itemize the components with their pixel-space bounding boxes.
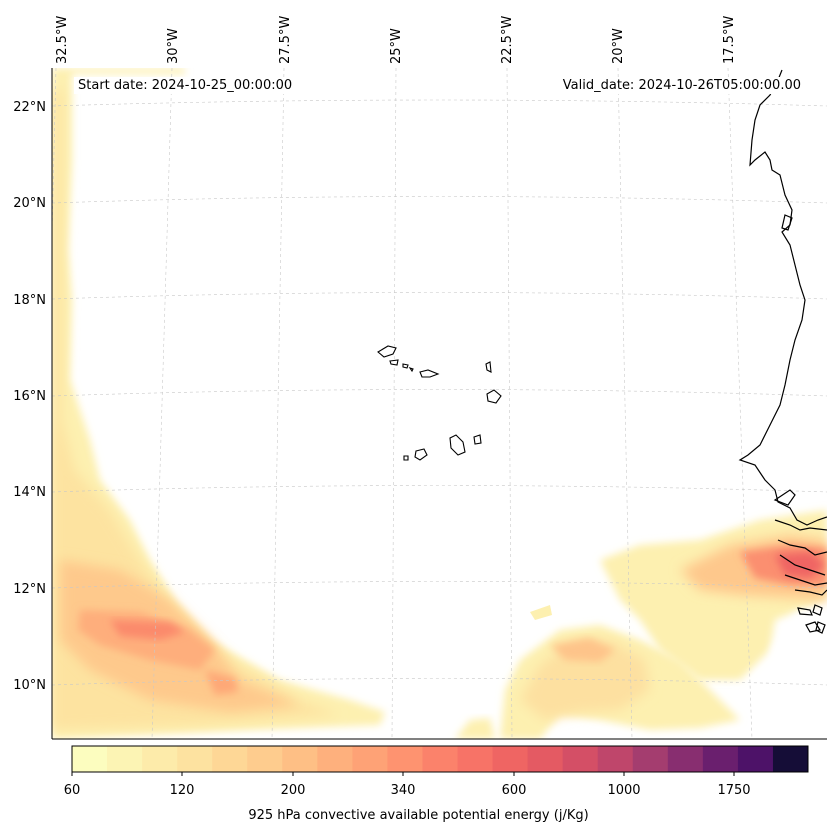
colorbar-tick-label: 60 (64, 783, 81, 798)
colorbar-segment (282, 746, 318, 772)
colorbar-segment (107, 746, 143, 772)
cape-field-south-center (455, 605, 740, 739)
lon-label: 30°W (166, 28, 181, 64)
colorbar-segment (492, 746, 529, 772)
lat-gridlines (52, 99, 827, 686)
colorbar (71, 745, 809, 776)
lon-labels: 32.5°W 30°W 27.5°W 25°W 22.5°W 20°W 17.5… (55, 16, 737, 64)
lon-label: 17.5°W (722, 16, 737, 64)
colorbar-segment (702, 746, 739, 772)
colorbar-segment (212, 746, 248, 772)
colorbar-segment (142, 746, 178, 772)
colorbar-segment (597, 746, 634, 772)
colorbar-segment (247, 746, 283, 772)
lat-label: 12°N (13, 582, 46, 597)
start-date-annotation: Start date: 2024-10-25_00:00:00 (74, 77, 297, 94)
colorbar-segment (317, 746, 353, 772)
coastline-west-africa (738, 69, 827, 634)
colorbar-tick-label: 600 (502, 783, 527, 798)
lon-label: 20°W (611, 28, 626, 64)
colorbar-label: 925 hPa convective available potential e… (248, 808, 589, 823)
colorbar-tick-label: 1750 (717, 783, 750, 798)
lat-labels: 22°N 20°N 18°N 16°N 14°N 12°N 10°N (13, 100, 46, 693)
lon-label: 32.5°W (55, 16, 70, 64)
colorbar-segment (527, 746, 564, 772)
lon-gridlines (52, 68, 753, 739)
colorbar-segment (72, 746, 108, 772)
colorbar-tick-label: 1000 (607, 783, 640, 798)
colorbar-segment (737, 746, 774, 772)
lat-label: 14°N (13, 485, 46, 500)
colorbar-segment (387, 746, 423, 772)
lat-label: 10°N (13, 678, 46, 693)
lat-label: 18°N (13, 293, 46, 308)
lat-label: 22°N (13, 100, 46, 115)
colorbar-segment (457, 746, 494, 772)
cape-field-east (600, 510, 827, 739)
colorbar-segment (422, 746, 459, 772)
lat-label: 20°N (13, 196, 46, 211)
valid-date-annotation: Valid_date: 2024-10-26T05:00:00.00 (558, 77, 805, 94)
colorbar-tick-label: 120 (170, 783, 195, 798)
lon-label: 22.5°W (500, 16, 515, 64)
lon-label: 25°W (389, 28, 404, 64)
colorbar-segment (177, 746, 213, 772)
lon-label: 27.5°W (278, 16, 293, 64)
colorbar-segment (562, 746, 599, 772)
colorbar-segment (352, 746, 388, 772)
colorbar-segment (667, 746, 704, 772)
colorbar-frame (71, 745, 809, 773)
cape-verde-islands (377, 345, 502, 461)
colorbar-ticks: 60 120 200 340 600 1000 1750 (64, 783, 751, 798)
cape-field-west (52, 68, 385, 739)
colorbar-segment (772, 746, 809, 772)
colorbar-tick-label: 200 (281, 783, 306, 798)
colorbar-tick-label: 340 (391, 783, 416, 798)
colorbar-segment (632, 746, 669, 772)
lat-label: 16°N (13, 389, 46, 404)
